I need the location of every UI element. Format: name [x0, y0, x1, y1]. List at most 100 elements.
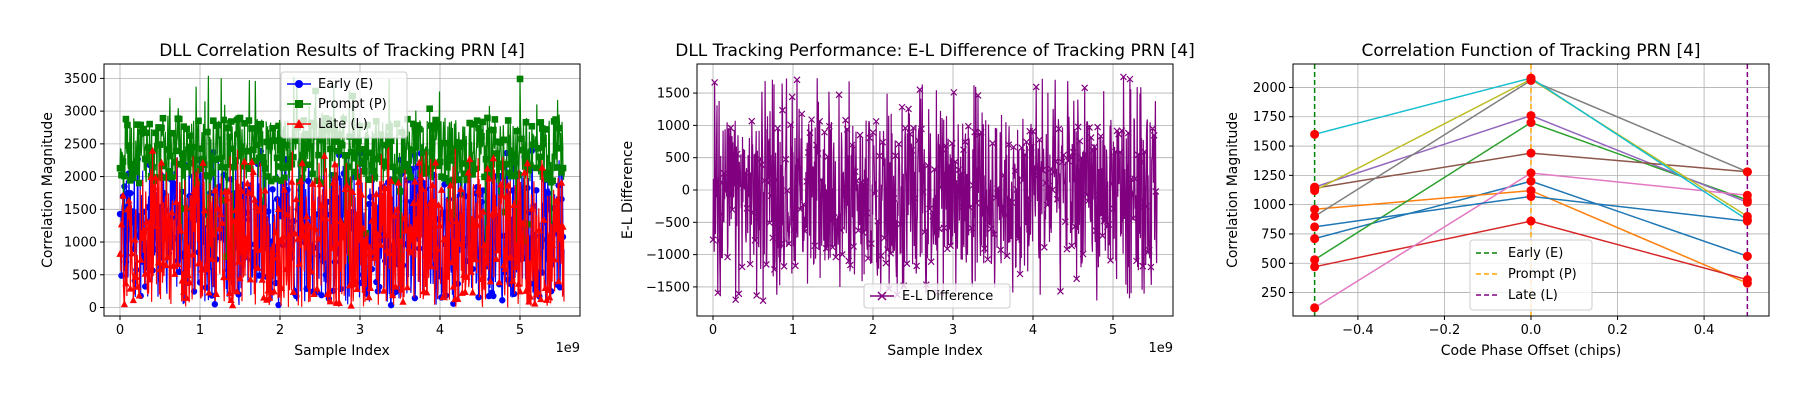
point: [813, 141, 820, 149]
point: [798, 110, 806, 118]
point: [277, 284, 286, 292]
point: [131, 235, 139, 243]
y-tick-label: 500: [72, 268, 97, 283]
point: [162, 260, 170, 268]
point: [974, 92, 982, 99]
point: [208, 169, 216, 176]
point: [150, 177, 158, 185]
point: [905, 105, 912, 113]
correlation-point: [1310, 186, 1320, 196]
legend-label-prompt: Prompt (P): [318, 97, 387, 112]
point: [247, 165, 254, 173]
point: [173, 147, 180, 155]
point: [368, 216, 376, 224]
point: [395, 167, 402, 174]
point: [835, 91, 843, 99]
point: [218, 219, 226, 227]
point: [488, 210, 496, 218]
point: [183, 125, 190, 133]
point: [116, 249, 124, 257]
point: [242, 235, 250, 243]
point: [1142, 202, 1150, 210]
point: [429, 125, 436, 133]
point: [195, 117, 202, 125]
point: [753, 291, 761, 299]
point: [381, 184, 389, 192]
point: [895, 140, 903, 148]
point: [1150, 131, 1158, 139]
chart-title: DLL Tracking Performance: E-L Difference…: [675, 41, 1195, 61]
point: [1057, 287, 1064, 295]
point: [1124, 129, 1132, 137]
point: [129, 296, 137, 304]
point: [143, 129, 150, 137]
point: [227, 118, 235, 125]
x-offset-label: 1e9: [555, 341, 580, 356]
point: [544, 285, 552, 293]
legend: Early (E) Prompt (P) Late (L): [280, 71, 408, 139]
point: [745, 192, 752, 200]
point: [509, 276, 517, 284]
point: [223, 194, 231, 202]
point: [386, 248, 394, 256]
point: [709, 236, 717, 244]
point: [528, 122, 536, 130]
point: [334, 147, 342, 155]
point: [558, 169, 565, 176]
point: [1145, 246, 1153, 254]
point: [495, 278, 503, 286]
point: [187, 149, 195, 157]
point: [906, 130, 914, 138]
point: [261, 186, 269, 194]
point: [822, 244, 830, 252]
point: [140, 125, 148, 133]
point: [303, 141, 310, 148]
point: [1040, 243, 1048, 251]
point: [243, 179, 252, 187]
point: [553, 196, 561, 204]
point: [436, 221, 444, 229]
legend-label-late: Late (L): [318, 117, 368, 132]
point: [313, 284, 321, 292]
series-line: [712, 76, 1158, 301]
point: [525, 166, 533, 174]
point: [144, 224, 152, 232]
point: [327, 145, 334, 153]
point: [153, 221, 161, 229]
point: [444, 163, 451, 171]
point: [161, 162, 168, 170]
point: [369, 248, 377, 256]
point: [942, 142, 950, 150]
point: [719, 179, 727, 187]
point: [853, 177, 861, 185]
point: [226, 133, 233, 141]
point: [1123, 187, 1131, 195]
point: [867, 240, 875, 248]
point: [898, 103, 906, 111]
point: [121, 183, 128, 190]
point: [196, 258, 204, 266]
point: [540, 215, 548, 223]
point: [1052, 158, 1060, 165]
point: [808, 116, 816, 124]
x-offset-label: 1e9: [1148, 341, 1173, 356]
point: [454, 176, 462, 183]
point: [366, 284, 374, 292]
point: [436, 158, 444, 166]
point: [919, 188, 927, 196]
point: [1036, 136, 1043, 144]
point: [534, 144, 542, 152]
correlation-point: [1310, 211, 1320, 221]
point: [238, 143, 245, 150]
point: [1039, 166, 1047, 174]
point: [307, 267, 315, 275]
correlation-point: [1526, 176, 1536, 186]
point: [168, 208, 176, 216]
point: [380, 158, 388, 166]
point: [460, 139, 468, 147]
point: [485, 174, 493, 182]
point: [338, 141, 346, 149]
point: [559, 164, 567, 172]
point: [116, 164, 124, 172]
correlation-point: [1310, 234, 1320, 244]
